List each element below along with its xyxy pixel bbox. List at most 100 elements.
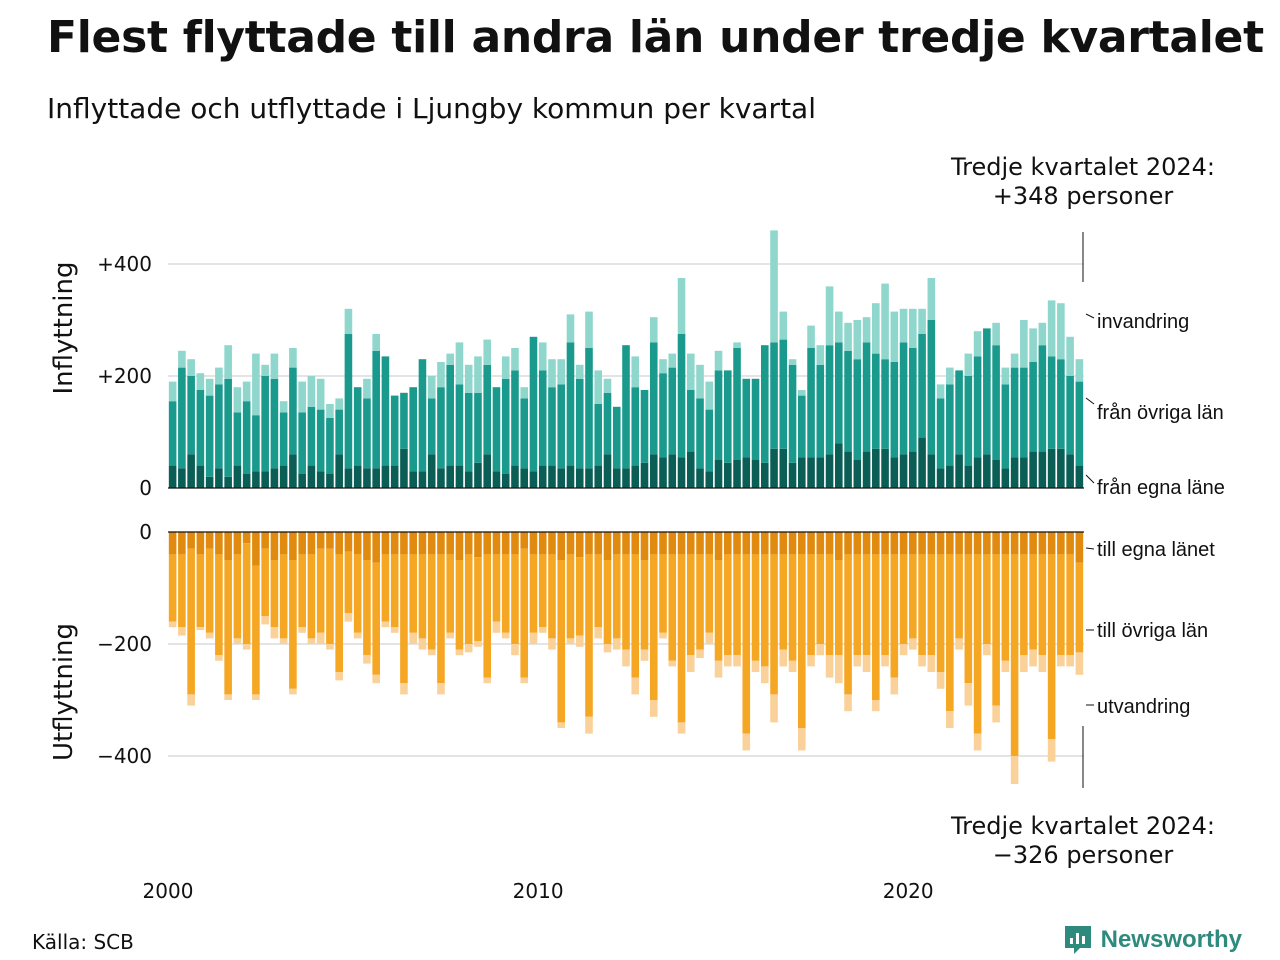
outflow-bar-67-s0 <box>788 532 797 555</box>
inflow-bar-51-s0 <box>640 462 649 488</box>
outflow-bar-37-s1 <box>511 554 519 644</box>
inflow-bar-32-s2 <box>464 364 473 393</box>
outflow-bar-79-s0 <box>899 532 908 555</box>
inflow-bars <box>168 230 1084 488</box>
inflow-bar-0-s0 <box>168 465 177 488</box>
inflow-bar-3-s1 <box>196 390 205 466</box>
outflow-bar-12-s0 <box>279 532 288 555</box>
outflow-bar-40-s1 <box>538 554 547 628</box>
outflow-bar-65-s1 <box>770 554 778 695</box>
inflow-bar-60-s1 <box>723 370 732 463</box>
outflow-bar-11-s2 <box>270 627 279 639</box>
outflow-bar-91-s1 <box>1010 554 1019 756</box>
inflow-bar-69-s0 <box>807 457 815 488</box>
outflow-bar-77-s1 <box>881 554 889 656</box>
outflow-bar-13-s1 <box>289 560 297 689</box>
legend-invandring: invandring <box>1097 311 1189 333</box>
inflow-bar-91-s2 <box>1010 353 1019 368</box>
outflow-bar-63-s0 <box>751 532 760 555</box>
outflow-bar-40-s0 <box>538 532 547 555</box>
outflow-bar-21-s2 <box>363 655 371 664</box>
inflow-bar-73-s0 <box>844 451 852 488</box>
inflow-bar-36-s1 <box>501 378 510 474</box>
inflow-bar-98-s2 <box>1075 359 1084 382</box>
outflow-bar-4-s1 <box>205 548 214 633</box>
inflow-bar-97-s0 <box>1066 454 1074 488</box>
inflow-bar-84-s1 <box>946 384 954 466</box>
outflow-bar-97-s2 <box>1066 655 1074 667</box>
outflow-bar-73-s0 <box>844 532 852 555</box>
brand-logo: Newsworthy <box>1063 924 1242 956</box>
inflow-bar-38-s2 <box>520 387 529 399</box>
outflow-bar-14-s2 <box>298 627 306 633</box>
inflow-bar-85-s1 <box>955 370 963 455</box>
xtick-2020: 2020 <box>883 879 934 903</box>
inflow-bar-72-s0 <box>835 443 843 488</box>
outflow-bar-47-s1 <box>603 560 612 644</box>
inflow-bar-23-s0 <box>381 465 390 488</box>
annotation-bottom-line2: −326 personer <box>993 841 1174 869</box>
inflow-bar-55-s0 <box>677 457 686 488</box>
ytick-bottom-0: 0 <box>139 520 152 544</box>
outflow-bar-53-s0 <box>659 532 667 555</box>
inflow-bar-49-s1 <box>622 345 630 469</box>
inflow-bar-11-s2 <box>270 353 279 379</box>
outflow-bar-65-s2 <box>770 694 778 723</box>
outflow-bar-25-s0 <box>400 532 408 555</box>
inflow-bar-90-s2 <box>1001 367 1010 385</box>
inflow-bar-48-s0 <box>612 468 621 488</box>
inflow-bar-52-s0 <box>649 454 658 488</box>
inflow-bar-19-s2 <box>344 308 353 334</box>
inflow-bar-19-s1 <box>344 334 353 469</box>
inflow-bar-6-s1 <box>224 378 232 477</box>
outflow-bar-69-s2 <box>807 655 815 667</box>
outflow-bar-22-s1 <box>372 562 380 675</box>
outflow-bar-16-s0 <box>316 532 325 549</box>
outflow-bar-58-s2 <box>705 632 714 644</box>
inflow-bar-1-s0 <box>178 468 186 488</box>
inflow-bar-8-s1 <box>242 401 251 474</box>
inflow-bar-91-s0 <box>1010 457 1019 488</box>
inflow-bar-63-s0 <box>751 460 760 488</box>
outflow-bar-62-s2 <box>742 733 751 751</box>
outflow-bar-52-s1 <box>649 554 658 700</box>
inflow-bar-21-s2 <box>363 378 371 399</box>
inflow-bar-82-s2 <box>927 278 936 320</box>
outflow-bar-72-s0 <box>835 532 843 560</box>
inflow-bar-47-s1 <box>603 392 612 455</box>
outflow-bar-39-s0 <box>529 532 538 555</box>
inflow-bar-98-s0 <box>1075 465 1084 488</box>
outflow-bar-95-s2 <box>1047 739 1056 762</box>
outflow-bar-48-s0 <box>612 532 621 555</box>
inflow-bar-10-s0 <box>261 471 269 488</box>
outflow-bar-81-s1 <box>918 554 926 656</box>
outflow-bar-89-s2 <box>992 705 1000 723</box>
outflow-bar-1-s2 <box>178 627 186 636</box>
outflow-bar-53-s1 <box>659 554 667 633</box>
inflow-bar-74-s2 <box>853 320 862 360</box>
outflow-bar-89-s0 <box>992 532 1000 555</box>
outflow-bar-3-s1 <box>196 554 205 628</box>
inflow-bar-18-s2 <box>335 398 343 410</box>
outflow-bar-16-s2 <box>316 632 325 644</box>
outflow-bar-86-s1 <box>964 554 973 684</box>
outflow-bar-61-s0 <box>733 532 741 555</box>
outflow-bar-29-s1 <box>437 554 445 684</box>
inflow-bar-87-s2 <box>973 331 982 357</box>
inflow-bar-67-s2 <box>788 359 797 365</box>
inflow-bar-27-s1 <box>418 359 427 472</box>
outflow-bar-17-s1 <box>326 548 334 644</box>
y-axis-title-inflow: Inflyttning <box>49 262 79 395</box>
outflow-bar-6-s1 <box>224 560 232 695</box>
inflow-bar-80-s2 <box>909 308 917 348</box>
legend-fran-ovriga-lan: från övriga län <box>1097 402 1224 424</box>
outflow-bar-20-s2 <box>353 632 362 639</box>
outflow-bar-81-s2 <box>918 655 926 667</box>
inflow-bar-37-s1 <box>511 370 519 466</box>
newsworthy-logo-icon <box>1064 926 1091 954</box>
outflow-bar-22-s0 <box>372 532 380 563</box>
outflow-bar-71-s2 <box>825 655 834 678</box>
outflow-bar-88-s1 <box>983 554 991 644</box>
inflow-bar-9-s0 <box>252 471 260 488</box>
inflow-bar-27-s0 <box>418 471 427 488</box>
